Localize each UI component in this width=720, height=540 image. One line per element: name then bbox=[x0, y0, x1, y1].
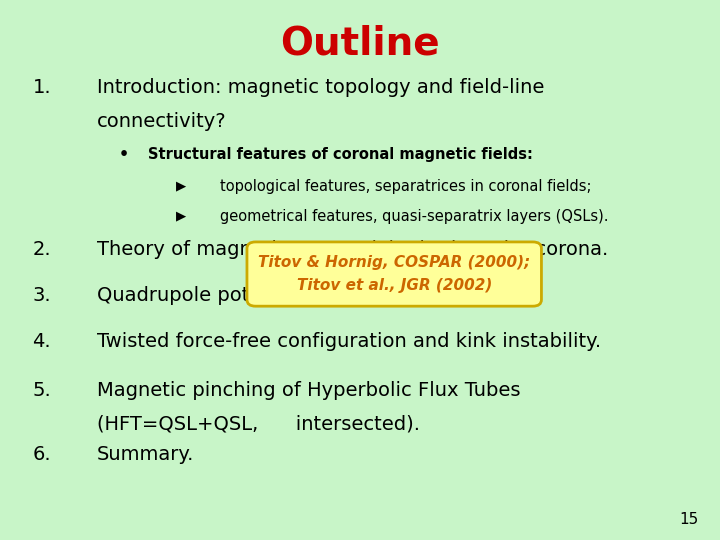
Text: Twisted force-free configuration and kink instability.: Twisted force-free configuration and kin… bbox=[97, 332, 601, 351]
Text: 6.: 6. bbox=[32, 446, 51, 464]
Text: (HFT=QSL+QSL,      intersected).: (HFT=QSL+QSL, intersected). bbox=[97, 415, 420, 434]
Text: topological features, separatrices in coronal fields;: topological features, separatrices in co… bbox=[220, 179, 591, 194]
Text: Titov et al., JGR (2002): Titov et al., JGR (2002) bbox=[297, 279, 492, 293]
Text: Summary.: Summary. bbox=[97, 446, 194, 464]
Text: Theory of magnetic connectivity in the solar corona.: Theory of magnetic connectivity in the s… bbox=[97, 240, 608, 259]
Text: Outline: Outline bbox=[280, 24, 440, 62]
Text: Magnetic pinching of Hyperbolic Flux Tubes: Magnetic pinching of Hyperbolic Flux Tub… bbox=[97, 381, 521, 400]
Text: ▶: ▶ bbox=[176, 179, 186, 192]
Text: Titov & Hornig, COSPAR (2000);: Titov & Hornig, COSPAR (2000); bbox=[258, 255, 531, 269]
Text: Introduction: magnetic topology and field-line: Introduction: magnetic topology and fiel… bbox=[97, 78, 544, 97]
Text: 4.: 4. bbox=[32, 332, 51, 351]
Text: 15: 15 bbox=[679, 511, 698, 526]
Text: 1.: 1. bbox=[32, 78, 51, 97]
Text: Structural features of coronal magnetic fields:: Structural features of coronal magnetic … bbox=[148, 147, 533, 162]
Text: ▶: ▶ bbox=[176, 209, 186, 222]
Text: connectivity?: connectivity? bbox=[97, 112, 227, 131]
Text: 5.: 5. bbox=[32, 381, 51, 400]
Text: •: • bbox=[119, 147, 129, 162]
Text: Quadrupole potential magnetic configuration.: Quadrupole potential magnetic configurat… bbox=[97, 286, 544, 305]
Text: 2.: 2. bbox=[32, 240, 51, 259]
FancyBboxPatch shape bbox=[247, 242, 541, 306]
Text: 3.: 3. bbox=[32, 286, 51, 305]
Text: geometrical features, quasi-separatrix layers (QSLs).: geometrical features, quasi-separatrix l… bbox=[220, 209, 608, 224]
